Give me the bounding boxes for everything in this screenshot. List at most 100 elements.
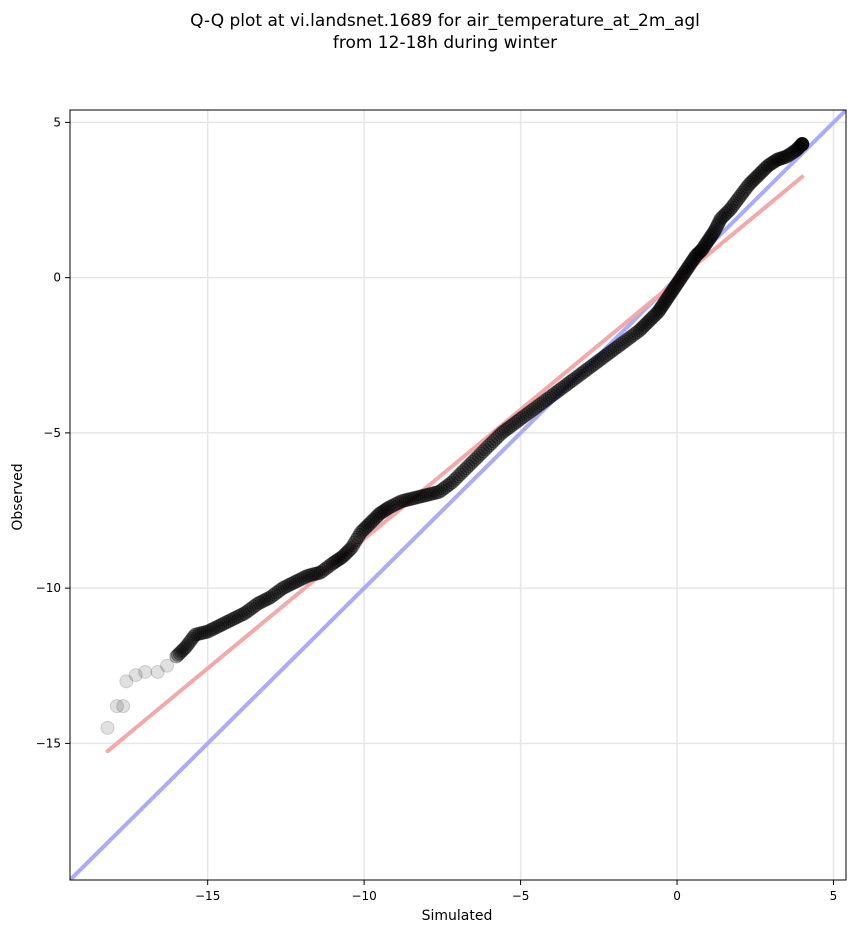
quantile-point	[654, 300, 669, 315]
quantile-point	[706, 225, 721, 240]
quantile-point	[791, 141, 806, 156]
quantile-point	[229, 610, 244, 625]
quantile-point	[513, 411, 528, 426]
quantile-point	[206, 621, 221, 636]
quantile-point	[240, 604, 255, 619]
quantile-point	[211, 619, 226, 634]
quantile-point	[169, 649, 184, 664]
axis-ticks: −15 −10 −5 0 5 −15 −10 −5 0 5	[36, 115, 838, 903]
quantile-point	[175, 643, 190, 658]
quantile-point	[707, 224, 722, 239]
quantile-point	[565, 373, 580, 388]
quantile-point	[415, 489, 430, 504]
quantile-point	[271, 584, 286, 599]
quantile-point	[659, 292, 674, 307]
quantile-point	[638, 317, 653, 332]
quantile-point	[238, 605, 253, 620]
quantile-point	[553, 382, 568, 397]
quantile-point	[347, 535, 362, 550]
quantile-point	[694, 243, 709, 258]
quantile-point	[715, 210, 730, 225]
quantile-point	[771, 152, 786, 167]
quantile-point	[735, 185, 750, 200]
quantile-point	[174, 644, 189, 659]
quantile-point	[284, 577, 299, 592]
quantile-point	[425, 486, 440, 501]
quantile-point	[731, 192, 746, 207]
quantile-point	[767, 154, 782, 169]
quantile-point	[328, 554, 343, 569]
quantile-point	[330, 553, 345, 568]
quantile-point	[710, 217, 725, 232]
quantile-point	[327, 555, 342, 570]
quantile-point	[643, 312, 658, 327]
quantile-point	[663, 286, 678, 301]
quantile-point	[219, 615, 234, 630]
quantile-point	[726, 198, 741, 213]
quantile-point	[304, 567, 319, 582]
quantile-point	[718, 207, 733, 222]
quantile-point	[757, 161, 772, 176]
quantile-point	[200, 624, 215, 639]
quantile-point	[632, 323, 647, 338]
quantile-point	[760, 158, 775, 173]
quantile-point	[379, 502, 394, 517]
quantile-point	[655, 298, 670, 313]
quantile-point	[724, 200, 739, 215]
quantile-point	[582, 360, 597, 375]
quantile-point	[751, 168, 766, 183]
quantile-point	[319, 560, 334, 575]
quantile-point	[745, 174, 760, 189]
quantile-point	[713, 211, 728, 226]
quantile-point	[269, 585, 284, 600]
quantile-point	[398, 493, 413, 508]
quantile-point	[634, 321, 649, 336]
quantile-point	[286, 575, 301, 590]
quantile-point	[551, 383, 566, 398]
grid-lines	[70, 110, 846, 880]
quantile-point	[657, 295, 672, 310]
quantile-point	[273, 582, 288, 597]
quantile-point	[343, 542, 358, 557]
quantile-point	[109, 699, 124, 714]
quantile-point	[298, 569, 313, 584]
quantile-point	[628, 326, 643, 341]
quantile-point	[666, 281, 681, 296]
quantile-point	[307, 567, 322, 582]
quantile-point	[768, 153, 783, 168]
quantile-point	[225, 612, 240, 627]
quantile-point	[282, 578, 297, 593]
quantile-point	[664, 284, 679, 299]
y-tick-label: 0	[53, 271, 61, 285]
quantile-point	[223, 613, 238, 628]
y-axis-label: Observed	[10, 463, 26, 530]
quantile-point	[561, 376, 576, 391]
quantile-point	[242, 602, 257, 617]
quantile-point	[213, 618, 228, 633]
quantile-point	[607, 342, 622, 357]
quantile-point	[742, 177, 756, 192]
quantile-point	[438, 480, 453, 495]
quantile-point	[341, 543, 356, 558]
quantile-point	[394, 494, 409, 509]
quantile-point	[534, 396, 549, 411]
quantile-point	[682, 258, 697, 273]
quantile-point	[795, 137, 810, 152]
quantile-point	[578, 363, 593, 378]
quantile-point	[248, 598, 263, 613]
quantile-point	[546, 387, 561, 402]
quantile-point	[690, 246, 705, 261]
quantile-point	[721, 203, 736, 218]
quantile-point	[484, 436, 499, 451]
quantile-point	[375, 504, 390, 519]
quantile-point	[288, 574, 303, 589]
quantile-point	[617, 334, 632, 349]
quantile-point	[652, 303, 667, 318]
quantile-point	[698, 238, 713, 253]
x-tick-label: 5	[830, 889, 838, 903]
quantile-point	[309, 566, 324, 581]
quantile-point	[261, 591, 276, 606]
quantile-point	[651, 304, 666, 319]
quantile-point	[716, 208, 731, 223]
y-tick-label: −5	[43, 426, 61, 440]
